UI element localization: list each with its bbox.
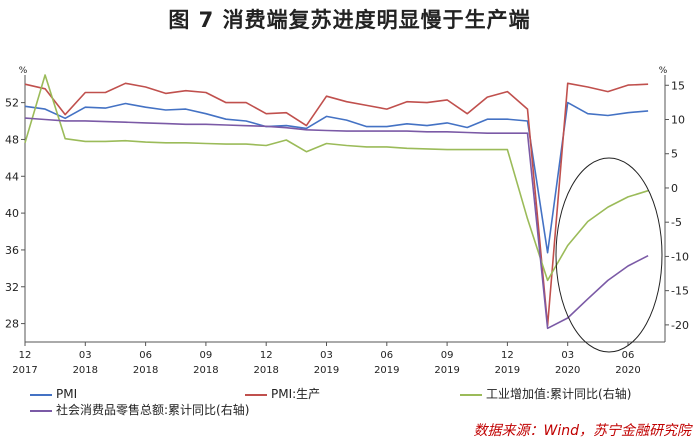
left-axis-tick-label: 28 [5, 318, 19, 331]
right-axis-tick-label: -15 [671, 285, 689, 298]
right-axis-tick-label: 15 [671, 79, 685, 92]
legend-swatch-pmi [30, 393, 52, 396]
annotation-ellipse [555, 157, 663, 353]
right-axis-tick-label: -10 [671, 250, 689, 263]
x-axis-month-label: 09 [441, 350, 454, 361]
legend-label-pmi: PMI [56, 387, 78, 401]
legend-swatch-retail [30, 409, 52, 412]
left-axis-tick-label: 52 [5, 97, 19, 110]
right-axis-tick-label: -20 [671, 319, 689, 332]
right-axis-tick-label: 5 [671, 148, 678, 161]
legend-item-industrial: 工业增加值:累计同比(右轴) [460, 387, 631, 401]
legend-item-retail: 社会消费品零售总额:累计同比(右轴) [30, 403, 249, 417]
x-axis-year-label: 2017 [12, 365, 37, 376]
x-axis-year-label: 2019 [374, 365, 399, 376]
x-axis-month-label: 12 [260, 350, 273, 361]
x-axis-month-label: 09 [200, 350, 213, 361]
series-line-0 [24, 101, 649, 254]
legend-label-pmi-production: PMI:生产 [271, 387, 321, 401]
legend-swatch-pmi-production [245, 393, 267, 396]
chart-title: 图 7 消费端复苏进度明显慢于生产端 [168, 8, 531, 32]
right-axis-tick-label: 0 [671, 182, 678, 195]
right-axis-tick-label: -5 [671, 216, 682, 229]
right-axis-unit: % [659, 66, 668, 76]
x-axis-year-label: 2019 [434, 365, 459, 376]
series-line-3 [24, 117, 649, 330]
legend-item-pmi: PMI [30, 387, 77, 401]
left-axis-unit: % [19, 66, 28, 76]
series-line-2 [24, 74, 649, 282]
legend-swatch-industrial [460, 393, 482, 396]
left-axis-tick-label: 36 [5, 244, 19, 257]
x-axis-year-label: 2019 [495, 365, 520, 376]
left-axis-tick-label: 32 [5, 281, 19, 294]
legend-label-industrial: 工业增加值:累计同比(右轴) [486, 387, 632, 401]
left-axis-tick-label: 44 [5, 170, 19, 183]
x-axis-year-label: 2018 [73, 365, 98, 376]
x-axis-year-label: 2020 [555, 365, 580, 376]
x-axis-month-label: 12 [19, 350, 32, 361]
x-axis-month-label: 06 [139, 350, 152, 361]
legend-item-pmi-production: PMI:生产 [245, 387, 320, 401]
x-axis-month-label: 03 [561, 350, 574, 361]
x-axis-year-label: 2020 [615, 365, 640, 376]
x-axis-year-label: 2018 [193, 365, 218, 376]
x-axis-year-label: 2019 [314, 365, 339, 376]
x-axis-month-label: 06 [380, 350, 393, 361]
x-axis-month-label: 06 [622, 350, 635, 361]
right-axis-tick-label: 10 [671, 114, 685, 127]
left-axis-tick-label: 48 [5, 133, 19, 146]
x-axis-month-label: 03 [320, 350, 333, 361]
x-axis-year-label: 2018 [253, 365, 278, 376]
x-axis-year-label: 2018 [133, 365, 158, 376]
x-axis-month-label: 12 [501, 350, 514, 361]
legend-label-retail: 社会消费品零售总额:累计同比(右轴) [56, 403, 250, 417]
source-note: 数据来源：Wind，苏宁金融研究院 [473, 423, 692, 439]
left-axis-tick-label: 40 [5, 207, 19, 220]
x-axis-month-label: 03 [79, 350, 92, 361]
